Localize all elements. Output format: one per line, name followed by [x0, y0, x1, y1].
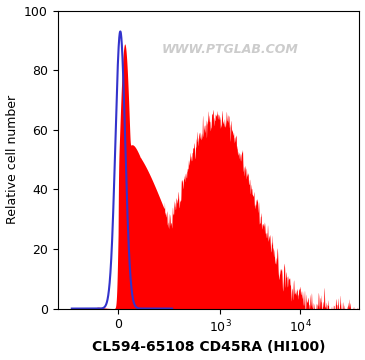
- Y-axis label: Relative cell number: Relative cell number: [5, 95, 19, 224]
- X-axis label: CL594-65108 CD45RA (HI100): CL594-65108 CD45RA (HI100): [92, 341, 325, 355]
- Text: WWW.PTGLAB.COM: WWW.PTGLAB.COM: [161, 43, 298, 56]
